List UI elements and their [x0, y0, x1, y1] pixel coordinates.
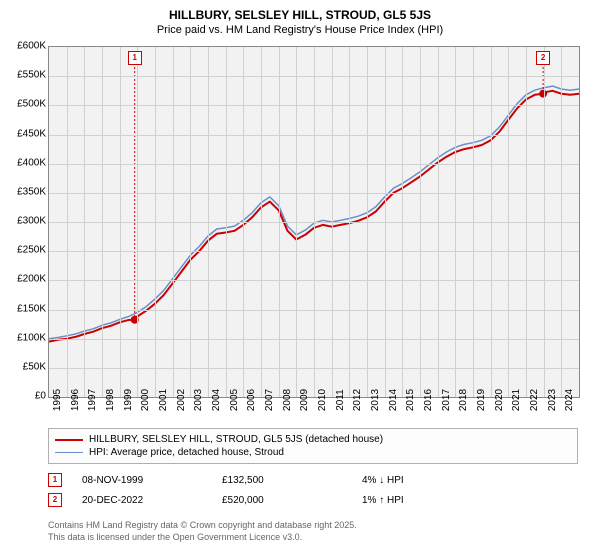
x-tick-label: 2012 [352, 389, 363, 411]
x-tick-label: 2018 [458, 389, 469, 411]
x-tick-label: 2004 [211, 389, 222, 411]
chart-subtitle: Price paid vs. HM Land Registry's House … [0, 24, 600, 36]
x-tick-label: 2008 [282, 389, 293, 411]
x-tick-label: 2013 [370, 389, 381, 411]
x-tick-label: 2010 [317, 389, 328, 411]
x-tick-label: 2015 [405, 389, 416, 411]
x-tick-label: 2006 [246, 389, 257, 411]
x-tick-label: 2001 [158, 389, 169, 411]
y-tick-label: £400K [2, 157, 46, 168]
legend-swatch [55, 452, 83, 453]
y-tick-label: £150K [2, 303, 46, 314]
y-tick-label: £300K [2, 216, 46, 227]
x-tick-label: 1999 [123, 389, 134, 411]
legend-label: HILLBURY, SELSLEY HILL, STROUD, GL5 5JS … [89, 434, 383, 445]
annotation-row: 2 20-DEC-2022 £520,000 1% ↑ HPI [48, 490, 578, 510]
annotation-delta: 1% ↑ HPI [362, 495, 502, 506]
legend-item: HILLBURY, SELSLEY HILL, STROUD, GL5 5JS … [55, 433, 571, 446]
x-tick-label: 2024 [564, 389, 575, 411]
annotation-price: £520,000 [222, 495, 362, 506]
annotation-table: 1 08-NOV-1999 £132,500 4% ↓ HPI 2 20-DEC… [48, 470, 578, 510]
y-tick-label: £600K [2, 41, 46, 52]
x-tick-label: 2023 [547, 389, 558, 411]
x-tick-label: 2014 [388, 389, 399, 411]
legend-label: HPI: Average price, detached house, Stro… [89, 447, 284, 458]
legend: HILLBURY, SELSLEY HILL, STROUD, GL5 5JS … [48, 428, 578, 464]
footer-line: Contains HM Land Registry data © Crown c… [48, 520, 578, 532]
x-tick-label: 2020 [494, 389, 505, 411]
y-tick-label: £550K [2, 70, 46, 81]
x-tick-label: 2016 [423, 389, 434, 411]
x-tick-label: 2005 [229, 389, 240, 411]
x-tick-label: 1996 [70, 389, 81, 411]
x-tick-label: 1995 [52, 389, 63, 411]
x-tick-label: 2011 [335, 389, 346, 411]
x-tick-label: 1997 [87, 389, 98, 411]
x-tick-label: 2009 [299, 389, 310, 411]
annotation-row: 1 08-NOV-1999 £132,500 4% ↓ HPI [48, 470, 578, 490]
chart-marker: 2 [536, 51, 550, 65]
y-tick-label: £250K [2, 245, 46, 256]
x-tick-label: 2017 [441, 389, 452, 411]
y-tick-label: £0 [2, 391, 46, 402]
x-tick-label: 2021 [511, 389, 522, 411]
y-tick-label: £500K [2, 99, 46, 110]
footer-line: This data is licensed under the Open Gov… [48, 532, 578, 544]
y-tick-label: £200K [2, 274, 46, 285]
x-tick-label: 2022 [529, 389, 540, 411]
chart-title: HILLBURY, SELSLEY HILL, STROUD, GL5 5JS [0, 0, 600, 22]
x-tick-label: 2000 [140, 389, 151, 411]
annotation-date: 20-DEC-2022 [82, 495, 222, 506]
annotation-marker: 2 [48, 493, 62, 507]
x-tick-label: 1998 [105, 389, 116, 411]
legend-item: HPI: Average price, detached house, Stro… [55, 446, 571, 459]
annotation-date: 08-NOV-1999 [82, 475, 222, 486]
y-tick-label: £100K [2, 332, 46, 343]
chart-container: HILLBURY, SELSLEY HILL, STROUD, GL5 5JS … [0, 0, 600, 560]
x-tick-label: 2003 [193, 389, 204, 411]
x-tick-label: 2002 [176, 389, 187, 411]
chart-marker: 1 [128, 51, 142, 65]
x-tick-label: 2019 [476, 389, 487, 411]
y-tick-label: £350K [2, 186, 46, 197]
legend-swatch [55, 439, 83, 441]
y-tick-label: £450K [2, 128, 46, 139]
plot-area: 12 [48, 46, 580, 398]
y-tick-label: £50K [2, 361, 46, 372]
x-tick-label: 2007 [264, 389, 275, 411]
annotation-delta: 4% ↓ HPI [362, 475, 502, 486]
annotation-marker: 1 [48, 473, 62, 487]
footer: Contains HM Land Registry data © Crown c… [48, 520, 578, 543]
annotation-price: £132,500 [222, 475, 362, 486]
